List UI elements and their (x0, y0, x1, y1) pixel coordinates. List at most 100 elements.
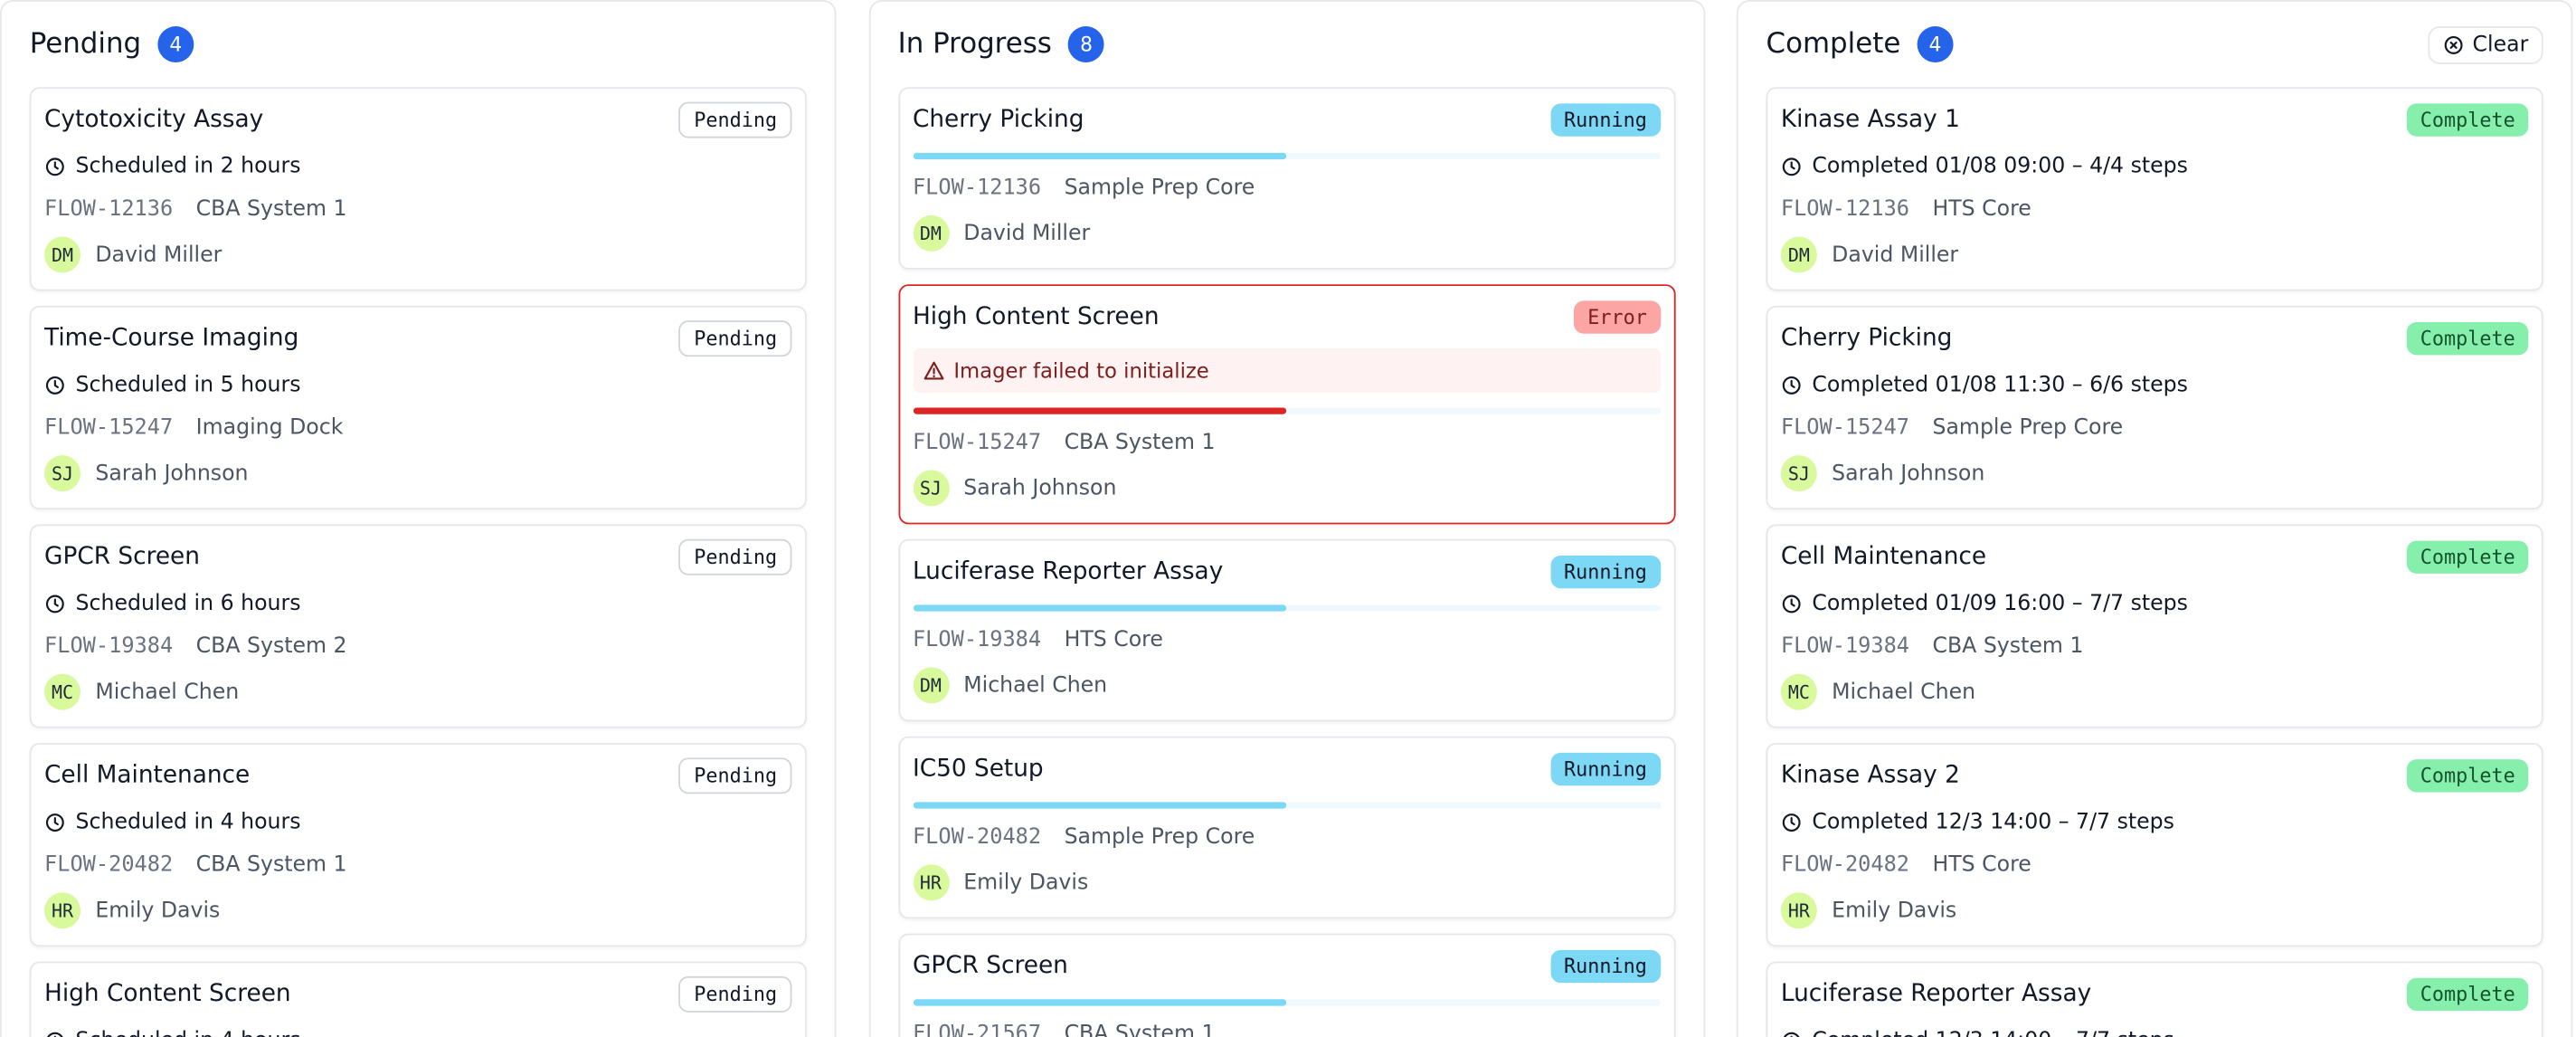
task-card[interactable]: GPCR Screen Pending Scheduled in 6 hours FL… (29, 524, 807, 728)
location: Imaging Dock (195, 414, 344, 440)
flow-row: FLOW-21567 CBA System 1 (913, 1019, 1660, 1037)
card-title: Luciferase Reporter Assay (1780, 981, 2092, 1008)
flow-id: FLOW-12136 (1780, 196, 1910, 222)
status-badge: Running (1550, 949, 1661, 984)
location: Sample Prep Core (1064, 175, 1255, 200)
location: CBA System 1 (1064, 1021, 1216, 1037)
flow-id: FLOW-20482 (912, 823, 1042, 850)
schedule-row: Scheduled in 2 hours (44, 151, 791, 181)
card-title: Luciferase Reporter Assay (912, 558, 1224, 585)
schedule-row: Completed 12/3 14:00 – 7/7 steps (1781, 1025, 2528, 1037)
progress-track (912, 407, 1661, 414)
avatar: DM (1780, 236, 1817, 273)
assignee-row: SJ Sarah Johnson (912, 470, 1660, 507)
column-header: In Progress 8 (870, 2, 1703, 87)
card-title: High Content Screen (44, 981, 291, 1008)
status-badge: Pending (678, 320, 792, 357)
task-card[interactable]: Cherry Picking Complete Completed 01/08 11… (1766, 305, 2543, 510)
assignee-name: Michael Chen (95, 680, 240, 705)
card-header: Cherry Picking Complete (1780, 320, 2529, 357)
card-header: Cytotoxicity Assay Pending (44, 101, 792, 138)
location: Sample Prep Core (1932, 414, 2124, 440)
schedule-text: Scheduled in 6 hours (75, 590, 301, 616)
task-card[interactable]: GPCR Screen Running FLOW-21567 CBA System 1 (897, 933, 1675, 1037)
column-title: Pending (29, 27, 142, 62)
card-title: Cytotoxicity Assay (44, 107, 264, 134)
status-badge: Complete (2407, 540, 2529, 574)
avatar: DM (912, 214, 949, 252)
clock-icon (44, 156, 66, 177)
status-badge: Pending (678, 757, 792, 794)
card-title: Kinase Assay 2 (1780, 762, 1960, 789)
schedule-text: Scheduled in 4 hours (75, 809, 301, 834)
avatar: SJ (44, 455, 80, 492)
task-card[interactable]: Kinase Assay 2 Complete Completed 12/3 14:… (1766, 742, 2543, 947)
card-title: GPCR Screen (912, 953, 1068, 980)
column-title: In Progress (897, 27, 1052, 62)
task-card[interactable]: Cell Maintenance Complete Completed 01/09 … (1766, 524, 2543, 728)
progress-fill (912, 999, 1287, 1006)
card-title: Kinase Assay 1 (1780, 107, 1960, 134)
clock-icon (44, 593, 66, 614)
clock-icon (1781, 593, 1803, 614)
card-title: Time-Course Imaging (44, 325, 299, 352)
assignee-row: HR Emily Davis (1780, 892, 2528, 929)
count-badge: 4 (157, 26, 194, 63)
task-card[interactable]: IC50 Setup Running FLOW-20482 Sample Prep C… (897, 736, 1675, 919)
flow-row: FLOW-19384 CBA System 2 (44, 631, 791, 661)
schedule-row: Completed 01/08 09:00 – 4/4 steps (1781, 151, 2528, 181)
task-card[interactable]: Cherry Picking Running FLOW-12136 Sample Pr… (897, 87, 1675, 270)
progress-fill (912, 407, 1287, 414)
clear-icon (2443, 33, 2465, 55)
assignee-row: HR Emily Davis (912, 864, 1660, 901)
status-badge: Complete (2407, 103, 2529, 137)
card-title: Cherry Picking (1780, 325, 1953, 352)
flow-id: FLOW-20482 (1780, 851, 1910, 877)
flow-id: FLOW-12136 (44, 196, 174, 222)
schedule-row: Completed 12/3 14:00 – 7/7 steps (1781, 807, 2528, 837)
column: Pending 4 Cytotoxicity Assay Pending Schedul… (0, 0, 837, 1037)
avatar: HR (44, 892, 80, 929)
card-header: Cell Maintenance Complete (1780, 539, 2529, 576)
clock-icon (44, 811, 66, 832)
clear-button[interactable]: Clear (2428, 25, 2543, 63)
task-card[interactable]: Kinase Assay 1 Complete Completed 01/08 09… (1766, 87, 2543, 291)
column-header: Pending 4 (2, 2, 835, 87)
card-header: Cherry Picking Running (913, 102, 1661, 138)
task-card[interactable]: High Content Screen Error Imager failed to… (897, 284, 1675, 525)
schedule-row: Scheduled in 6 hours (44, 588, 791, 618)
assignee-name: Sarah Johnson (95, 461, 249, 486)
assignee-name: David Miller (95, 242, 223, 268)
assignee-row: MC Michael Chen (1780, 673, 2528, 710)
task-card[interactable]: Luciferase Reporter Assay Running FLOW-193… (897, 538, 1675, 722)
card-header: GPCR Screen Pending (44, 538, 792, 576)
flow-row: FLOW-15247 Imaging Dock (44, 413, 791, 442)
schedule-row: Scheduled in 5 hours (44, 370, 791, 400)
location: CBA System 1 (195, 851, 347, 877)
flow-id: FLOW-15247 (44, 414, 174, 440)
task-card[interactable]: Cell Maintenance Pending Scheduled in 4 ho… (29, 742, 807, 947)
location: CBA System 1 (1064, 429, 1216, 455)
count-badge: 4 (1917, 26, 1954, 63)
assignee-name: Michael Chen (1832, 680, 1976, 705)
location: HTS Core (1064, 626, 1163, 652)
progress-track (912, 999, 1661, 1006)
card-title: GPCR Screen (44, 544, 200, 571)
flow-row: FLOW-15247 Sample Prep Core (1781, 413, 2528, 442)
flow-id: FLOW-19384 (1780, 633, 1910, 659)
flow-id: FLOW-19384 (912, 626, 1042, 652)
flow-row: FLOW-12136 HTS Core (1781, 194, 2528, 224)
task-card[interactable]: Luciferase Reporter Assay Complete Complet… (1766, 961, 2543, 1037)
clock-icon (44, 1030, 66, 1037)
avatar: DM (912, 667, 949, 704)
assignee-name: Sarah Johnson (1832, 461, 1985, 486)
task-card[interactable]: High Content Screen Pending Scheduled in 4… (29, 961, 807, 1037)
task-card[interactable]: Cytotoxicity Assay Pending Scheduled in 2 … (29, 87, 807, 291)
progress-fill (912, 604, 1287, 612)
assignee-row: SJ Sarah Johnson (44, 455, 791, 492)
card-title: Cell Maintenance (1780, 544, 1987, 571)
progress-track (912, 604, 1661, 612)
task-card[interactable]: Time-Course Imaging Pending Scheduled in 5… (29, 305, 807, 510)
